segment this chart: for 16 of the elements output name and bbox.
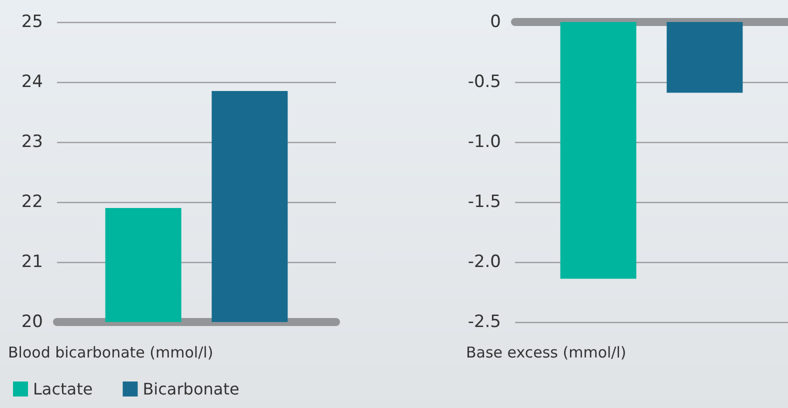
legend-label: Lactate [33,380,93,398]
y-tick-label: 22 [21,192,43,212]
y-tick-label: -0.5 [468,72,501,92]
y-tick-label: 24 [21,72,43,92]
y-tick-label: 0 [490,12,501,32]
x-axis-title: Blood bicarbonate (mmol/l) [8,344,214,362]
y-tick-label: 21 [21,252,43,272]
y-tick-label: 25 [21,12,43,32]
y-tick-label: -2.0 [468,252,501,272]
y-tick-label: -1.5 [468,192,501,212]
y-tick-label: 20 [21,312,43,332]
legend-label: Bicarbonate [142,380,240,398]
y-tick-label: -2.5 [468,312,501,332]
y-tick-label: -1.0 [468,132,501,152]
y-tick-label: 23 [21,132,43,152]
x-axis-title: Base excess (mmol/l) [466,344,626,362]
